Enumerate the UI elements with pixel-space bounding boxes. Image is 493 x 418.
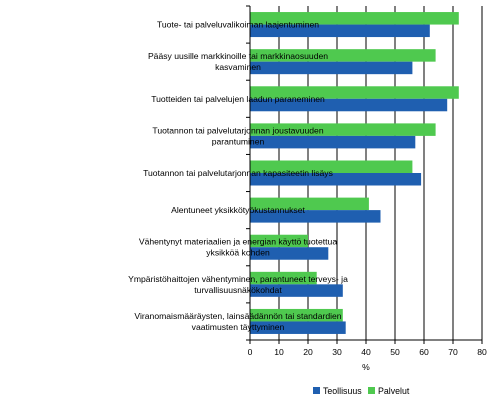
legend-swatch-teollisuus [313, 387, 320, 394]
bar-teollisuus [250, 24, 430, 38]
category-labels: Tuote- tai palveluvalikoiman laajentumin… [128, 20, 348, 332]
bar-teollisuus [250, 247, 329, 260]
bar-palvelut [250, 86, 459, 99]
bar-teollisuus [250, 210, 381, 223]
category-label: Tuotteiden tai palvelujen laadun paranem… [151, 94, 325, 104]
category-label: vaatimusten täyttyminen [192, 322, 285, 332]
x-tick-label: 60 [419, 347, 429, 357]
category-label: Pääsy uusille markkinoille tai markkinao… [148, 51, 328, 61]
category-label: yksikköä kohden [206, 248, 270, 258]
bar-palvelut [250, 49, 436, 62]
x-tick-label: 10 [274, 347, 284, 357]
x-tick-label: 0 [248, 347, 253, 357]
bar-palvelut [250, 234, 308, 248]
category-label: turvallisuusnäkökohdat [194, 285, 282, 295]
bar-palvelut [250, 197, 369, 211]
bar-palvelut [250, 160, 413, 173]
x-tick-label: 50 [390, 347, 400, 357]
category-label: Tuote- tai palveluvalikoiman laajentumin… [157, 20, 319, 30]
bar-teollisuus [250, 61, 413, 75]
legend-swatch-palvelut [368, 387, 375, 394]
bar-palvelut [250, 271, 317, 285]
x-axis-label: % [362, 362, 370, 372]
category-label: parantuminen [212, 136, 265, 146]
category-label: Ympäristöhaittojen vähentyminen, parantu… [128, 274, 348, 284]
bar-palvelut [250, 12, 459, 25]
bar-teollisuus [250, 98, 448, 112]
bar-palvelut [250, 123, 436, 136]
x-tick-label: 40 [361, 347, 371, 357]
category-label: kasvaminen [215, 62, 261, 72]
x-tick-label: 70 [448, 347, 458, 357]
category-label: Alentuneet yksikkötyökustannukset [171, 205, 305, 215]
category-label: Tuotannon tai palvelutarjonnan kapasitee… [143, 168, 333, 178]
axis-layer: 0 10 20 30 40 50 60 70 80% [246, 5, 487, 372]
legend: Teollisuus Palvelut [313, 386, 410, 396]
category-label: Vähentynyt materiaalien ja energian käyt… [139, 237, 337, 247]
category-label: Tuotannon tai palvelutarjonnan joustavuu… [152, 125, 323, 135]
bars-layer [250, 12, 459, 334]
category-label: Viranomaismääräysten, lainsäädännön tai … [134, 311, 341, 321]
bar-teollisuus [250, 321, 346, 334]
x-tick-label: 80 [477, 347, 487, 357]
legend-label-teollisuus: Teollisuus [323, 386, 362, 396]
legend-label-palvelut: Palvelut [378, 386, 410, 396]
bar-teollisuus [250, 135, 416, 149]
bar-teollisuus [250, 173, 422, 186]
bar-palvelut [250, 308, 343, 322]
x-tick-label: 20 [303, 347, 313, 357]
x-tick-label: 30 [332, 347, 342, 357]
bar-teollisuus [250, 284, 343, 297]
